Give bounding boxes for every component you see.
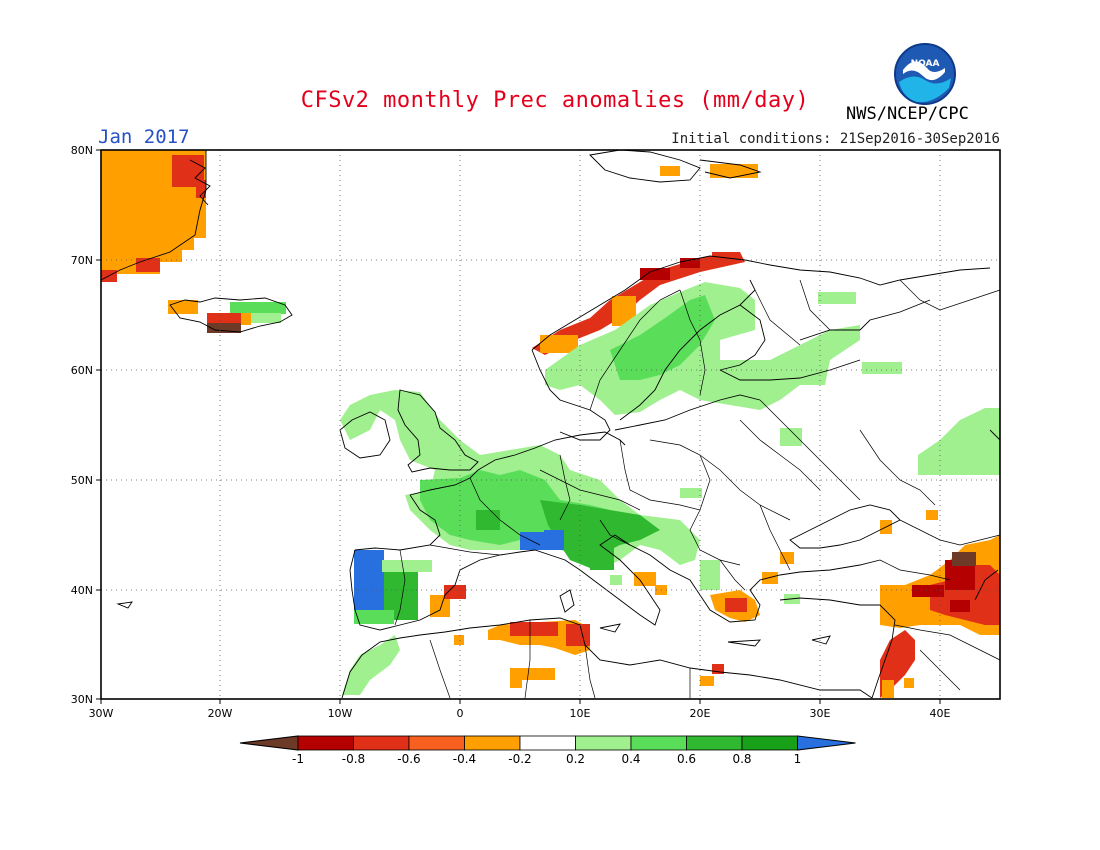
- lon-label: 30W: [89, 707, 114, 720]
- logo-text: NOAA: [911, 59, 940, 69]
- colorbar-swatch: [408, 735, 465, 751]
- country-borders: [394, 279, 1001, 699]
- lat-label: 60N: [71, 364, 93, 377]
- colorbar-label: 0.4: [621, 752, 640, 766]
- colorbar-label: 0.8: [732, 752, 751, 766]
- map-border: [100, 149, 1001, 700]
- colorbar-swatch: [686, 735, 743, 751]
- colorbar-label: -1: [292, 752, 304, 766]
- colorbar-label: -0.6: [397, 752, 420, 766]
- noaa-logo: NOAA: [893, 42, 957, 106]
- colorbar-arrow-high: [797, 735, 856, 751]
- colorbar-swatch: [519, 735, 576, 751]
- chart-title: CFSv2 monthly Prec anomalies (mm/day): [0, 88, 1100, 113]
- lat-label: 40N: [71, 584, 93, 597]
- anomaly-shading: [101, 150, 1000, 698]
- map-frame: [101, 150, 1000, 699]
- lon-label: 20W: [208, 707, 233, 720]
- colorbar-swatch: [575, 735, 632, 751]
- agency-label: NWS/NCEP/CPC: [846, 104, 969, 124]
- colorbar-label: -0.8: [342, 752, 365, 766]
- lat-label: 80N: [71, 144, 93, 157]
- colorbar-swatch: [464, 735, 521, 751]
- lat-tick-labels: 30N 40N 50N 60N 70N 80N: [71, 144, 93, 706]
- lon-label: 10E: [570, 707, 591, 720]
- lon-tick-labels: 30W 20W 10W 0 10E 20E 30E 40E: [89, 707, 951, 720]
- title-text: CFSv2 monthly Prec anomalies (mm/day): [300, 88, 810, 113]
- lat-label: 70N: [71, 254, 93, 267]
- colorbar-label: 0.6: [677, 752, 696, 766]
- colorbar-swatch: [297, 735, 354, 751]
- colorbar-swatch: [353, 735, 410, 751]
- colorbar: -1 -0.8 -0.6 -0.4 -0.2 0.2 0.4 0.6 0.8 1: [239, 735, 856, 766]
- lon-label: 40E: [930, 707, 951, 720]
- initial-conditions: Initial conditions: 21Sep2016-30Sep2016: [671, 131, 1000, 147]
- lon-label: 20E: [690, 707, 711, 720]
- colorbar-label: -0.4: [453, 752, 476, 766]
- colorbar-label: -0.2: [508, 752, 531, 766]
- lat-label: 50N: [71, 474, 93, 487]
- colorbar-swatch: [741, 735, 798, 751]
- lon-label: 0: [457, 707, 464, 720]
- forecast-period: Jan 2017: [98, 126, 190, 148]
- lon-label: 30E: [810, 707, 831, 720]
- colorbar-swatch: [630, 735, 687, 751]
- lat-label: 30N: [71, 693, 93, 706]
- colorbar-label: 0.2: [566, 752, 585, 766]
- lon-label: 10W: [328, 707, 353, 720]
- axis-tick-marks: [96, 149, 941, 704]
- colorbar-arrow-low: [239, 735, 299, 751]
- colorbar-label: 1: [794, 752, 802, 766]
